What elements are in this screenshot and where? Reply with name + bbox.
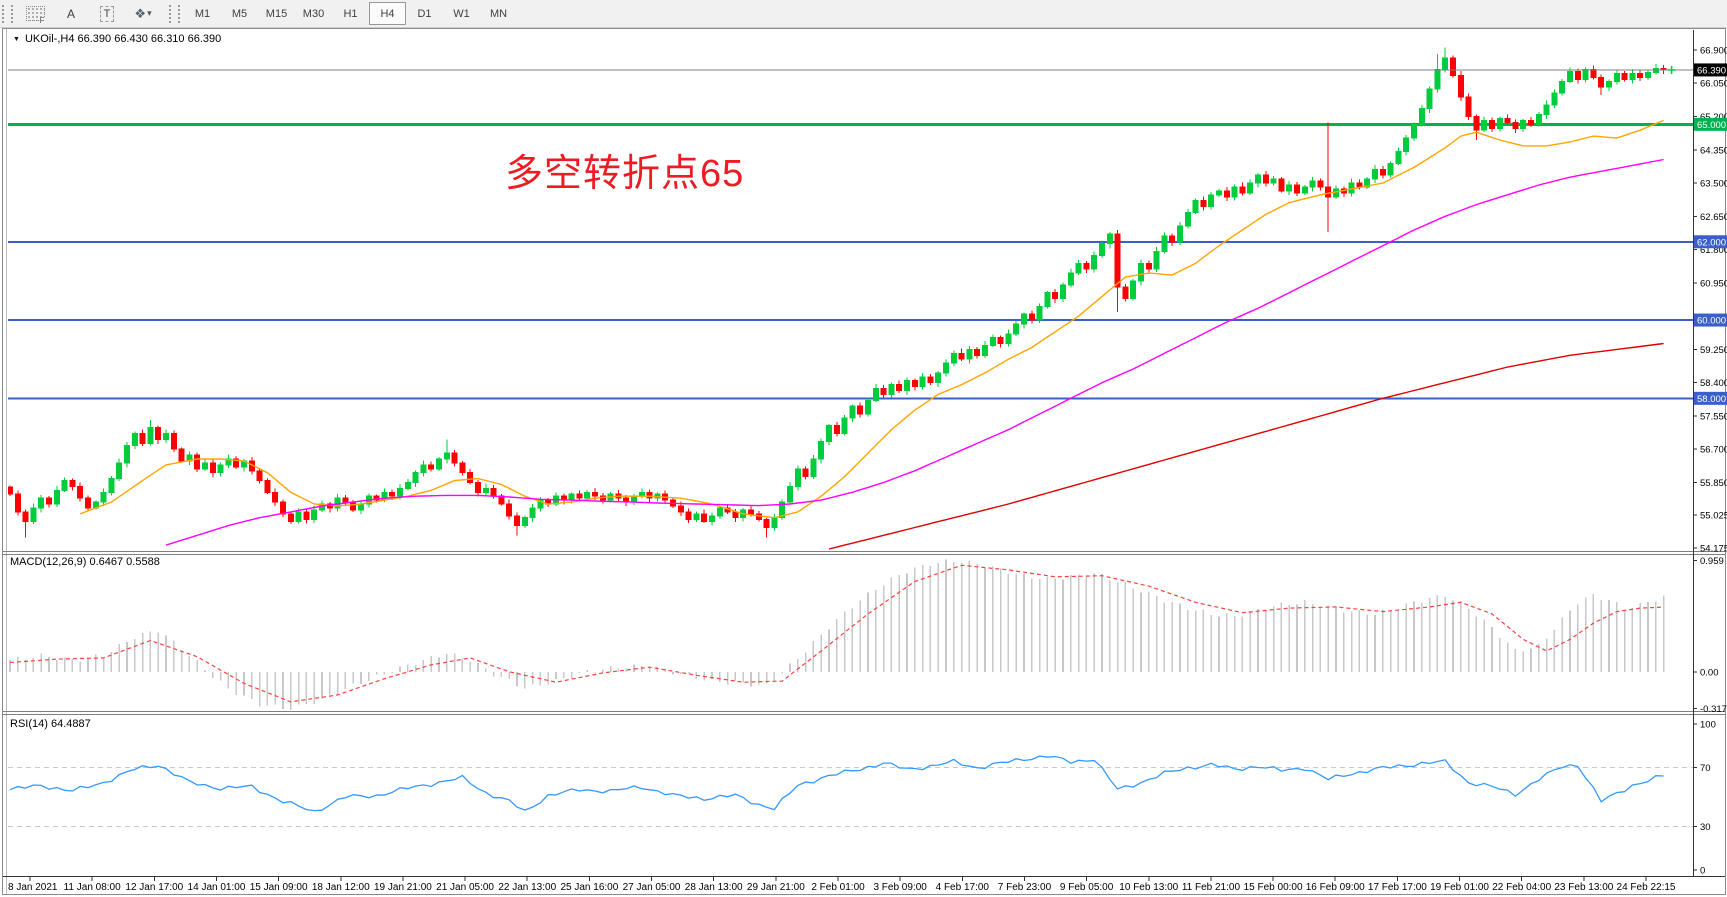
chart-window-frame (2, 28, 1726, 895)
svg-text:11 Feb 21:00: 11 Feb 21:00 (1182, 882, 1241, 893)
price-axis[interactable]: 66.900 66.050 65.200 64.350 63.500 62.650 61.8… (3, 30, 1727, 877)
chart-window-button[interactable]: F (17, 2, 53, 26)
svg-text:55.025: 55.025 (1700, 510, 1727, 521)
ma-fast-line (79, 119, 1664, 519)
svg-text:4 Feb 17:00: 4 Feb 17:00 (936, 882, 990, 893)
style-palette-button[interactable]: ❖ ▾ (125, 2, 161, 26)
svg-text:58.000: 58.000 (1697, 394, 1726, 405)
pane-dividers[interactable] (3, 551, 1725, 715)
svg-text:14 Jan 01:00: 14 Jan 01:00 (188, 882, 246, 893)
svg-text:0.00: 0.00 (1700, 667, 1719, 678)
svg-text:63.500: 63.500 (1700, 179, 1727, 190)
text-label-button[interactable]: A (53, 2, 89, 26)
toolbar-grip-handle-2[interactable] (169, 4, 180, 23)
svg-text:11 Jan 08:00: 11 Jan 08:00 (64, 882, 122, 893)
svg-text:24 Feb 22:15: 24 Feb 22:15 (1617, 882, 1676, 893)
svg-text:25 Jan 16:00: 25 Jan 16:00 (560, 882, 618, 893)
svg-text:10 Feb 13:00: 10 Feb 13:00 (1119, 882, 1178, 893)
svg-text:7 Feb 23:00: 7 Feb 23:00 (998, 882, 1052, 893)
svg-text:3 Feb 09:00: 3 Feb 09:00 (873, 882, 927, 893)
timeframe-button-w1[interactable]: W1 (453, 7, 470, 20)
text-box-button[interactable]: T (89, 2, 125, 26)
timeframe-button-m15[interactable]: M15 (265, 7, 288, 20)
svg-text:9 Feb 05:00: 9 Feb 05:00 (1060, 882, 1114, 893)
chart-window-icon: F (25, 6, 45, 25)
svg-text:64.350: 64.350 (1700, 145, 1727, 156)
ma-slow-line (828, 342, 1664, 550)
svg-text:15 Jan 09:00: 15 Jan 09:00 (250, 882, 308, 893)
rsi-line (9, 755, 1664, 812)
svg-text:21 Jan 05:00: 21 Jan 05:00 (436, 882, 494, 893)
time-axis[interactable]: 8 Jan 2021 11 Jan 08:00 12 Jan 17:00 14 Jan… (8, 877, 1676, 893)
svg-text:15 Feb 00:00: 15 Feb 00:00 (1244, 882, 1303, 893)
chart-title-text: UKOil-,H4 66.390 66.430 66.310 66.390 (24, 33, 222, 45)
svg-text:62.000: 62.000 (1697, 237, 1726, 248)
toolbar-grip-handle[interactable] (2, 4, 13, 23)
svg-text:18 Jan 12:00: 18 Jan 12:00 (312, 882, 370, 893)
svg-text:54.175: 54.175 (1700, 544, 1727, 555)
chart-collapse-arrow[interactable]: ▼ (13, 35, 20, 43)
moving-averages-layer (79, 119, 1664, 550)
dropdown-caret-icon: ▾ (147, 8, 152, 18)
svg-text:65.200: 65.200 (1700, 112, 1727, 123)
style-palette-icon: ❖ (134, 5, 147, 21)
svg-text:61.800: 61.800 (1700, 245, 1727, 256)
timeframe-button-m30[interactable]: M30 (302, 7, 325, 20)
svg-text:22 Jan 13:00: 22 Jan 13:00 (498, 882, 556, 893)
svg-text:0.959: 0.959 (1700, 556, 1724, 567)
svg-text:2 Feb 01:00: 2 Feb 01:00 (811, 882, 865, 893)
svg-text:0: 0 (1700, 866, 1705, 877)
svg-text:66.390: 66.390 (1697, 65, 1726, 76)
price-tags[interactable]: 66.390 65.000 62.000 60.000 58.000 (1694, 63, 1727, 405)
rsi-indicator-label: RSI(14) 64.4887 (10, 718, 91, 730)
annotation-text[interactable]: 多空转折点65 (505, 153, 745, 195)
svg-text:28 Jan 13:00: 28 Jan 13:00 (685, 882, 743, 893)
svg-text:55.850: 55.850 (1700, 478, 1727, 489)
svg-text:16 Feb 09:00: 16 Feb 09:00 (1306, 882, 1365, 893)
svg-text:23 Feb 13:00: 23 Feb 13:00 (1554, 882, 1613, 893)
svg-text:12 Jan 17:00: 12 Jan 17:00 (125, 882, 183, 893)
macd-signal-line (9, 564, 1664, 703)
svg-text:30: 30 (1700, 822, 1711, 833)
svg-text:70: 70 (1700, 763, 1711, 774)
svg-text:8 Jan 2021: 8 Jan 2021 (8, 882, 58, 893)
timeframe-button-d1[interactable]: D1 (417, 7, 432, 20)
timeframe-button-h4[interactable]: H4 (369, 2, 406, 25)
text-label-icon: A (66, 6, 75, 21)
svg-text:66.050: 66.050 (1700, 79, 1727, 90)
svg-text:59.250: 59.250 (1700, 345, 1727, 356)
svg-text:56.700: 56.700 (1700, 445, 1727, 456)
timeframe-button-m1[interactable]: M1 (194, 7, 211, 20)
last-bar-marker (1667, 65, 1676, 74)
svg-text:27 Jan 05:00: 27 Jan 05:00 (623, 882, 681, 893)
macd-pane[interactable] (9, 559, 1665, 711)
svg-text:29 Jan 21:00: 29 Jan 21:00 (747, 882, 805, 893)
svg-text:66.900: 66.900 (1700, 45, 1727, 56)
rsi-pane[interactable] (8, 755, 1693, 827)
svg-text:60.000: 60.000 (1697, 316, 1726, 327)
svg-text:60.950: 60.950 (1700, 278, 1727, 289)
svg-text:62.650: 62.650 (1700, 212, 1727, 223)
ma-mid-line (165, 158, 1664, 546)
svg-text:17 Feb 17:00: 17 Feb 17:00 (1368, 882, 1427, 893)
svg-text:100: 100 (1700, 719, 1716, 730)
macd-indicator-label: MACD(12,26,9) 0.6467 0.5588 (10, 556, 160, 568)
svg-text:22 Feb 04:00: 22 Feb 04:00 (1492, 882, 1551, 893)
text-box-icon: T (99, 5, 115, 22)
svg-text:65.000: 65.000 (1697, 120, 1726, 131)
timeframe-button-mn[interactable]: MN (489, 7, 508, 20)
candles-layer (8, 47, 1667, 538)
svg-text:58.400: 58.400 (1700, 378, 1727, 389)
svg-text:19 Feb 01:00: 19 Feb 01:00 (1430, 882, 1489, 893)
svg-text:57.550: 57.550 (1700, 411, 1727, 422)
chart-title: ▼ UKOil-,H4 66.390 66.430 66.310 66.390 (13, 33, 221, 45)
timeframe-button-m5[interactable]: M5 (231, 7, 248, 20)
toolbar: F A T ❖ ▾ M1 M5 M15 M30 H1 H4 D1 W1 MN (0, 0, 1727, 28)
svg-text:19 Jan 21:00: 19 Jan 21:00 (374, 882, 432, 893)
timeframe-button-h1[interactable]: H1 (343, 7, 358, 20)
timeframe-toolbar: M1 M5 M15 M30 H1 H4 D1 W1 MN (184, 2, 517, 25)
